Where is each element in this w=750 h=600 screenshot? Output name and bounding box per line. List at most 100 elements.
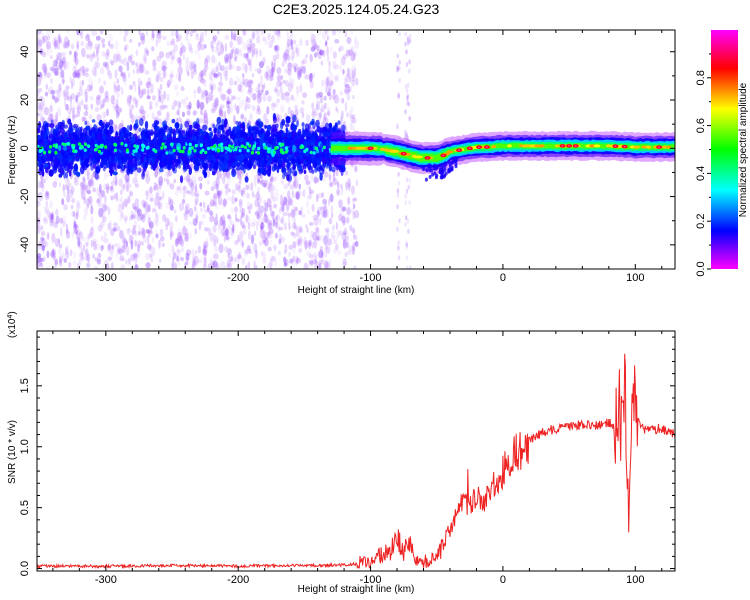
noise-speckle (244, 78, 249, 88)
noise-speckle (255, 50, 258, 59)
noise-speckle (199, 202, 202, 207)
noise-speckle (234, 48, 240, 55)
noise-speckle (105, 183, 110, 191)
noise-speckle (118, 178, 123, 187)
noise-speckle (273, 88, 278, 93)
noise-speckle (316, 91, 319, 101)
noise-speckle (86, 189, 91, 195)
noise-speckle (227, 263, 233, 269)
noise-speckle (185, 56, 190, 67)
noise-speckle (110, 180, 116, 186)
noise-speckle (157, 165, 161, 175)
noise-speckle (115, 252, 119, 260)
noise-speckle (304, 74, 310, 80)
noise-speckle (230, 30, 233, 40)
noise-speckle (186, 172, 191, 183)
band-speckle (76, 171, 81, 177)
noise-speckle (83, 111, 89, 117)
noise-speckle (154, 169, 158, 178)
noise-speckle (294, 191, 300, 199)
noise-speckle (299, 83, 302, 93)
noise-speckle (62, 73, 66, 81)
noise-speckle (138, 83, 141, 91)
noise-speckle (176, 56, 181, 64)
noise-speckle (236, 65, 241, 72)
noise-speckle (89, 95, 94, 101)
noise-speckle (339, 91, 343, 96)
noise-speckle (192, 260, 197, 268)
noise-speckle (80, 65, 85, 70)
noise-speckle (297, 240, 303, 248)
noise-speckle (250, 39, 253, 49)
noise-speckle (114, 69, 118, 79)
noise-speckle (178, 202, 185, 212)
noise-speckle (238, 202, 243, 208)
band-speckle (212, 123, 215, 129)
noise-speckle (217, 86, 222, 93)
noise-speckle (408, 33, 412, 39)
noise-speckle (94, 107, 100, 112)
noise-speckle (346, 216, 350, 224)
noise-speckle (63, 188, 66, 198)
noise-speckle (320, 206, 325, 211)
noise-speckle (260, 217, 265, 224)
noise-speckle (344, 88, 350, 96)
noise-speckle (398, 60, 401, 65)
noise-speckle (51, 64, 56, 73)
noise-speckle (296, 256, 299, 262)
noise-speckle (309, 72, 313, 83)
noise-speckle (194, 211, 199, 221)
noise-speckle (145, 174, 151, 184)
noise-speckle (323, 235, 328, 245)
noise-speckle (407, 82, 410, 88)
noise-speckle (316, 177, 320, 183)
noise-speckle (37, 257, 40, 265)
noise-speckle (200, 74, 204, 81)
noise-speckle (55, 215, 60, 225)
noise-speckle (322, 116, 327, 125)
noise-speckle (308, 186, 312, 195)
noise-speckle (255, 210, 260, 219)
noise-speckle (257, 83, 261, 91)
noise-speckle (145, 31, 148, 36)
noise-speckle (150, 246, 156, 257)
noise-speckle (329, 193, 334, 203)
noise-speckle (273, 45, 278, 51)
noise-speckle (283, 52, 287, 62)
noise-speckle (229, 256, 234, 265)
noise-speckle (290, 109, 294, 117)
noise-speckle (158, 89, 161, 98)
noise-speckle (238, 100, 244, 109)
noise-speckle (214, 97, 219, 106)
noise-speckle (216, 42, 219, 52)
noise-speckle (217, 104, 221, 110)
noise-speckle (58, 248, 62, 255)
noise-speckle (135, 49, 139, 57)
noise-speckle (167, 218, 170, 225)
noise-speckle (167, 171, 170, 179)
noise-speckle (38, 96, 44, 101)
noise-speckle (328, 66, 331, 74)
noise-speckle (137, 231, 142, 236)
noise-speckle (245, 214, 249, 223)
noise-speckle (65, 230, 71, 239)
noise-speckle (230, 95, 233, 102)
noise-speckle (180, 99, 186, 104)
noise-speckle (264, 179, 267, 189)
noise-speckle (207, 227, 212, 236)
noise-speckle (186, 38, 191, 46)
noise-speckle (286, 35, 291, 41)
noise-speckle (42, 216, 48, 222)
noise-speckle (178, 57, 182, 67)
noise-speckle (328, 83, 332, 94)
noise-speckle (64, 99, 66, 107)
noise-speckle (149, 186, 153, 194)
noise-speckle (326, 261, 331, 269)
noise-speckle (257, 214, 261, 220)
noise-speckle (184, 236, 189, 242)
noise-speckle (169, 198, 174, 207)
noise-speckle (101, 43, 106, 48)
noise-speckle (293, 62, 298, 72)
noise-speckle (259, 194, 263, 204)
noise-speckle (155, 192, 160, 199)
